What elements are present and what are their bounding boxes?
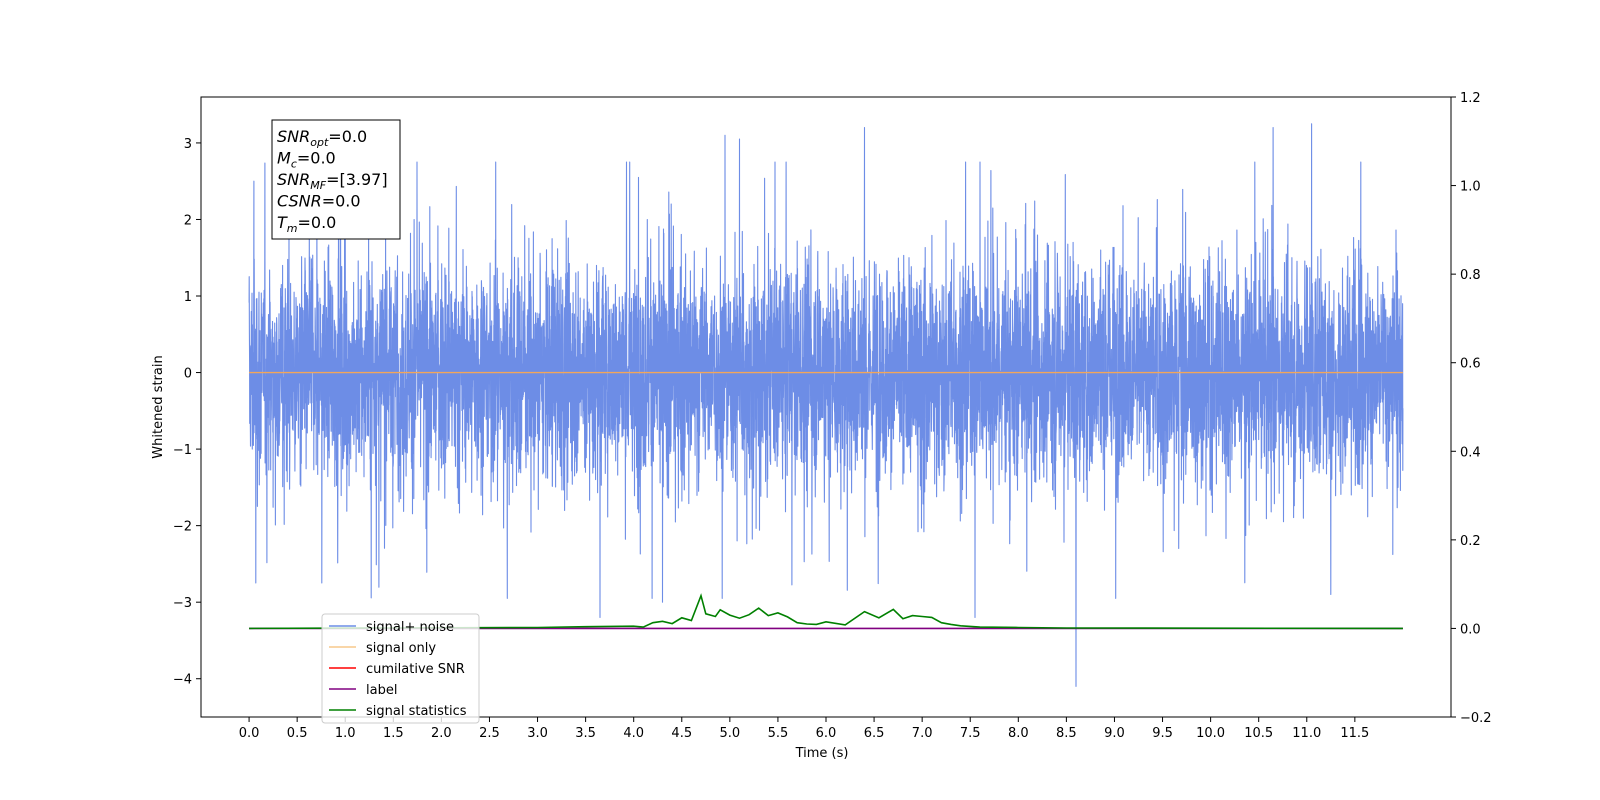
y-tick-label: −3 <box>173 596 192 611</box>
x-tick-label: 8.0 <box>1008 726 1029 741</box>
y2-tick-label: 1.2 <box>1460 91 1481 106</box>
series-signal-noise <box>248 123 1404 687</box>
legend: signal+ noise signal only cumilative SNR la… <box>321 613 480 724</box>
info-symbol: SNR <box>277 127 310 146</box>
y-axis-left: 3 2 1 0 −1 −2 −3 −4 <box>173 137 201 688</box>
info-value: =0.0 <box>322 192 361 211</box>
x-axis: 0.0 0.5 1.0 1.5 2.0 2.5 3.0 3.5 4.0 4.5 5.0 5.5 6.0 6… <box>239 717 1369 741</box>
x-tick-label: 7.0 <box>912 726 933 741</box>
y-tick-label: −4 <box>173 673 192 688</box>
x-tick-label: 5.0 <box>720 726 741 741</box>
info-subscript: m <box>287 222 298 235</box>
y-tick-label: 3 <box>184 137 192 152</box>
info-box-line: SNRopt=0.0 <box>277 127 367 149</box>
x-tick-label: 0.0 <box>239 726 260 741</box>
legend-label: cumilative SNR <box>366 662 465 677</box>
legend-label: signal+ noise <box>366 620 454 635</box>
x-tick-label: 11.5 <box>1340 726 1369 741</box>
legend-frame <box>321 613 480 724</box>
info-symbol: SNR <box>277 170 310 189</box>
info-value: =0.0 <box>298 213 337 232</box>
x-tick-label: 9.5 <box>1152 726 1173 741</box>
info-box-frame <box>271 119 401 240</box>
y2-tick-label: 0.0 <box>1460 622 1481 637</box>
info-symbol: CSNR <box>277 192 322 211</box>
info-box-line: Mc=0.0 <box>277 149 336 171</box>
info-box-line: CSNR=0.0 <box>277 192 361 211</box>
y2-tick-label: 0.4 <box>1460 445 1481 460</box>
x-tick-label: 3.5 <box>575 726 596 741</box>
x-tick-label: 4.5 <box>671 726 692 741</box>
x-tick-label: 7.5 <box>960 726 981 741</box>
info-box: SNRopt=0.0Mc=0.0SNRMF=[3.97]CSNR=0.0Tm=0… <box>271 119 401 240</box>
x-tick-label: 8.5 <box>1056 726 1077 741</box>
info-subscript: opt <box>310 136 329 149</box>
y-axis-title: Whitened strain <box>151 355 166 458</box>
legend-label: label <box>366 683 397 698</box>
y-tick-label: 0 <box>184 367 192 382</box>
info-value: =[3.97] <box>326 170 388 189</box>
legend-label: signal statistics <box>366 704 467 719</box>
x-tick-label: 3.0 <box>527 726 548 741</box>
x-tick-label: 9.0 <box>1104 726 1125 741</box>
info-box-line: Tm=0.0 <box>277 213 336 235</box>
y2-tick-label: 0.8 <box>1460 268 1481 283</box>
x-tick-label: 1.0 <box>335 726 356 741</box>
info-box-line: SNRMF=[3.97] <box>277 170 388 192</box>
y-tick-label: −2 <box>173 520 192 535</box>
x-tick-label: 5.5 <box>768 726 789 741</box>
y-tick-label: −1 <box>173 443 192 458</box>
info-value: =0.0 <box>328 127 367 146</box>
x-tick-label: 6.5 <box>864 726 885 741</box>
info-subscript: c <box>291 158 297 171</box>
y-tick-label: 2 <box>184 213 192 228</box>
x-axis-title: Time (s) <box>795 746 849 761</box>
info-value: =0.0 <box>297 149 336 168</box>
y-tick-label: 1 <box>184 290 192 305</box>
y2-tick-label: −0.2 <box>1460 711 1492 726</box>
x-tick-label: 1.5 <box>383 726 404 741</box>
x-tick-label: 10.5 <box>1244 726 1273 741</box>
legend-label: signal only <box>366 641 436 656</box>
x-tick-label: 11.0 <box>1292 726 1321 741</box>
info-symbol: M <box>277 149 291 168</box>
series-signal-statistics <box>249 593 1403 630</box>
y2-tick-label: 0.6 <box>1460 357 1481 372</box>
y-axis-right: 1.2 1.0 0.8 0.6 0.4 0.2 0.0 −0.2 <box>1451 91 1492 726</box>
x-tick-label: 0.5 <box>287 726 308 741</box>
x-tick-label: 2.5 <box>479 726 500 741</box>
y2-tick-label: 1.0 <box>1460 180 1481 195</box>
info-subscript: MF <box>310 179 326 192</box>
x-tick-label: 10.0 <box>1196 726 1225 741</box>
info-symbol: T <box>277 213 288 232</box>
x-tick-label: 6.0 <box>816 726 837 741</box>
y2-tick-label: 0.2 <box>1460 534 1481 549</box>
x-tick-label: 2.0 <box>431 726 452 741</box>
x-tick-label: 4.0 <box>623 726 644 741</box>
